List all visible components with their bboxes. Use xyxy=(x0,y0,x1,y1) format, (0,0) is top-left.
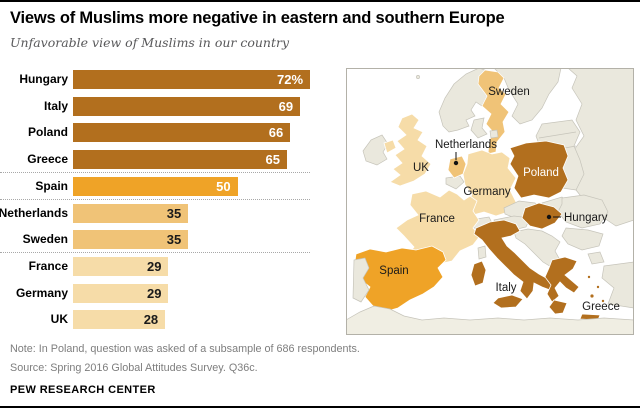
bar-label: UK xyxy=(50,312,68,327)
bar-value: 69 xyxy=(278,98,294,114)
bar-row: Sweden 35 xyxy=(0,230,340,250)
map-country-uk xyxy=(389,113,432,187)
map-greek-island xyxy=(586,274,591,279)
bar: 65 xyxy=(73,150,287,170)
bar-value: 66 xyxy=(268,125,284,141)
bar-row: Italy 69 xyxy=(0,96,340,116)
map-country-sweden xyxy=(477,69,510,155)
bar-row: Poland 66 xyxy=(0,123,340,143)
bar-row: Spain 50 xyxy=(0,176,340,196)
map-country-france xyxy=(395,189,481,265)
bar-value: 35 xyxy=(166,232,182,248)
bar-label: Poland xyxy=(27,125,68,140)
map-label-hungary: Hungary xyxy=(564,212,608,224)
map-country-sicily xyxy=(492,294,524,309)
bar-value: 29 xyxy=(146,285,162,301)
bar: 72% xyxy=(73,70,311,89)
bar-row: Germany 29 xyxy=(0,283,340,303)
map-country-corsica xyxy=(477,245,487,260)
map-country-denmark xyxy=(470,117,488,139)
map-country-portugal xyxy=(352,257,370,303)
map-label-poland: Poland xyxy=(523,167,559,179)
top-rule xyxy=(0,0,640,2)
bar-label: Spain xyxy=(35,178,68,193)
map-country-netherlands xyxy=(447,155,467,179)
bar-row: Netherlands 35 xyxy=(0,203,340,223)
group-separator-line xyxy=(0,252,310,254)
map-label-france: France xyxy=(419,213,455,225)
bar-label: Hungary xyxy=(19,72,68,86)
bar-label: Sweden xyxy=(22,232,68,247)
bar-label: Germany xyxy=(15,285,68,300)
bar-chart: Hungary 72% Italy 69 Poland 66 Greece 65 Spain 50… xyxy=(0,70,340,342)
bar: 35 xyxy=(73,203,189,223)
pew-research-center-wordmark: PEW RESEARCH CENTER xyxy=(10,384,156,396)
map-faroe-islands xyxy=(416,75,420,79)
map-country-sardinia xyxy=(470,260,487,287)
bar-value: 72% xyxy=(276,72,304,87)
bar-row: France 29 xyxy=(0,257,340,277)
map-frame xyxy=(346,68,634,335)
map-label-sweden: Sweden xyxy=(488,86,530,98)
map-label-netherlands: Netherlands xyxy=(435,139,497,151)
bar: 69 xyxy=(73,96,301,116)
map-label-spain: Spain xyxy=(379,265,408,277)
map-label-uk: UK xyxy=(413,162,429,174)
map-country-turkey-nw xyxy=(587,251,605,265)
map-greek-island xyxy=(595,284,600,289)
netherlands-marker-dot xyxy=(453,160,459,166)
bar-value: 35 xyxy=(166,205,182,221)
map-label-germany: Germany xyxy=(463,186,511,198)
map-country-denmark-island xyxy=(489,129,499,139)
bar-value: 29 xyxy=(146,259,162,275)
bar: 35 xyxy=(73,230,189,250)
bottom-rule xyxy=(0,406,640,408)
bar-row: UK 28 xyxy=(0,310,340,330)
bar: 50 xyxy=(73,176,238,196)
map-greek-island xyxy=(600,298,605,303)
map-label-italy: Italy xyxy=(495,282,516,294)
bar-label: Greece xyxy=(27,152,68,167)
bar-label: France xyxy=(28,259,68,274)
page-title: Views of Muslims more negative in easter… xyxy=(10,9,505,27)
map-country-northern-ireland xyxy=(383,139,397,154)
map-country-poland xyxy=(509,140,569,199)
map-country-greece-peloponnese xyxy=(548,299,568,315)
map-country-ireland xyxy=(362,134,389,166)
chart-note: Note: In Poland, question was asked of a… xyxy=(10,343,360,355)
map-country-romania xyxy=(557,194,609,229)
bar-value: 65 xyxy=(265,152,280,168)
group-separator-line xyxy=(0,198,310,200)
bar-value: 50 xyxy=(216,178,231,194)
bar-label: Netherlands xyxy=(0,205,68,220)
map-country-bulgaria xyxy=(561,227,604,251)
bar: 29 xyxy=(73,283,169,303)
bar-row: Hungary 72% xyxy=(0,70,340,89)
page-subtitle: Unfavorable view of Muslims in our count… xyxy=(10,35,290,50)
group-separator-line xyxy=(0,172,310,174)
map-country-hungary xyxy=(521,202,563,230)
map-greek-island xyxy=(589,293,595,299)
chart-source: Source: Spring 2016 Global Attitudes Sur… xyxy=(10,362,258,374)
europe-map: Sweden Netherlands UK Germany Poland Fra… xyxy=(345,67,635,336)
bar: 28 xyxy=(73,310,166,330)
bar: 66 xyxy=(73,123,291,143)
hungary-marker-dot xyxy=(546,214,552,220)
map-label-greece: Greece xyxy=(582,301,620,313)
europe-map-svg: Sweden Netherlands UK Germany Poland Fra… xyxy=(345,67,635,336)
map-border-baltics-1 xyxy=(538,131,577,139)
bar: 29 xyxy=(73,257,169,277)
bar-row: Greece 65 xyxy=(0,150,340,170)
bar-label: Italy xyxy=(43,98,68,113)
bar-value: 28 xyxy=(143,312,159,328)
map-country-greece xyxy=(544,256,580,303)
